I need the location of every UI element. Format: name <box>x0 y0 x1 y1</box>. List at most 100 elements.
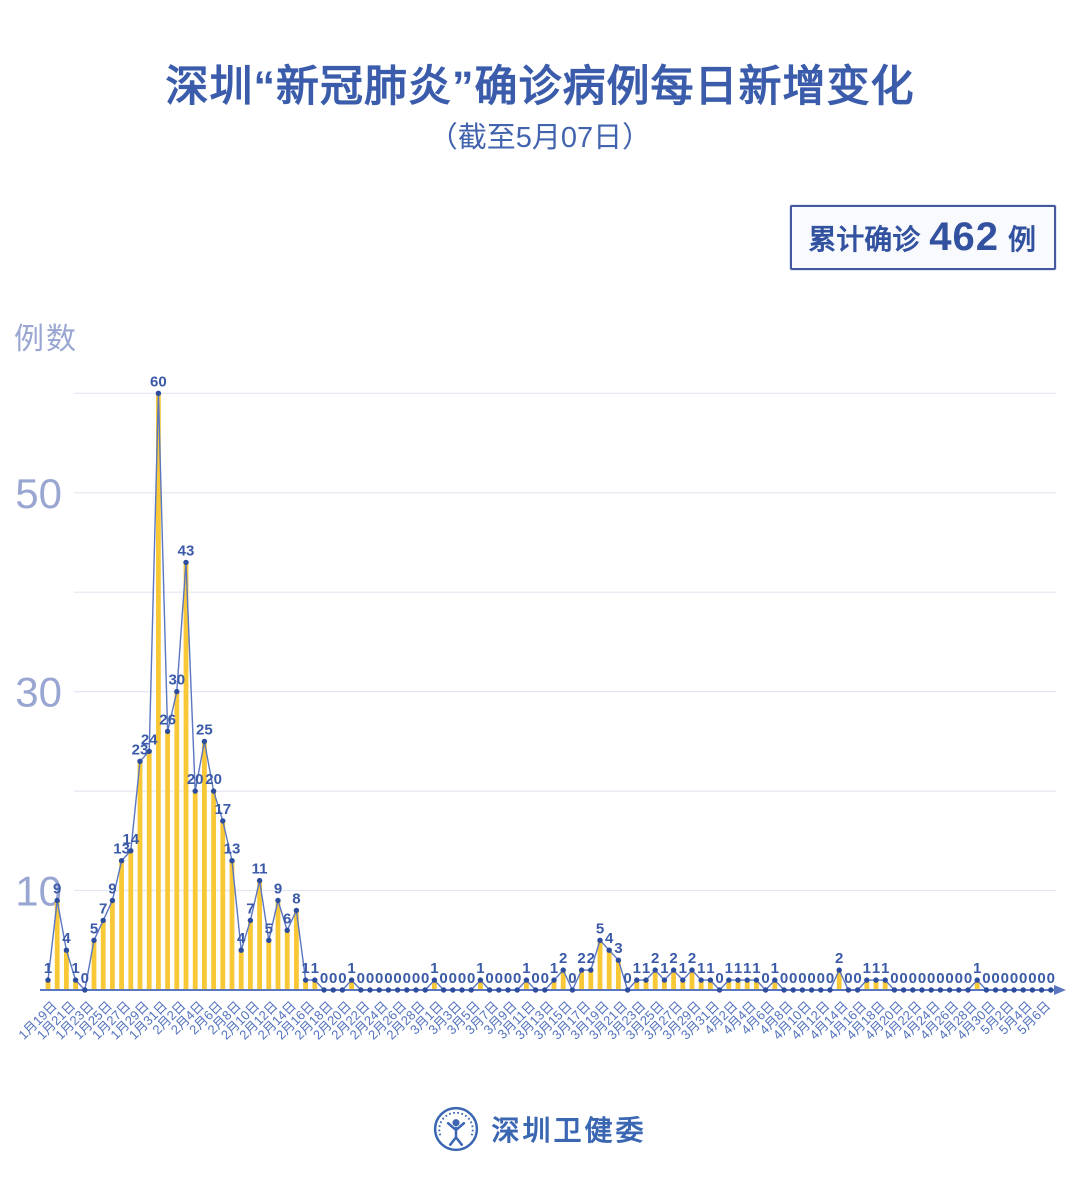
svg-text:0: 0 <box>1037 970 1045 987</box>
page-subtitle: （截至5月07日） <box>428 122 652 154</box>
svg-text:4: 4 <box>237 930 246 947</box>
svg-text:0: 0 <box>964 970 972 987</box>
chart-point-markers <box>45 390 1054 993</box>
svg-text:0: 0 <box>81 970 89 987</box>
svg-text:0: 0 <box>495 970 503 987</box>
svg-text:0: 0 <box>853 970 861 987</box>
svg-text:0: 0 <box>513 970 521 987</box>
svg-text:1: 1 <box>522 960 530 977</box>
svg-text:60: 60 <box>150 373 167 390</box>
svg-text:1: 1 <box>660 960 668 977</box>
chart-gridlines <box>74 392 1056 892</box>
footer-org-name: 深圳卫健委 <box>491 1115 647 1146</box>
svg-text:0: 0 <box>817 970 825 987</box>
cumulative-total-badge: 累计确诊 462 例 <box>790 205 1056 270</box>
x-axis <box>40 985 1066 995</box>
svg-text:0: 0 <box>412 970 420 987</box>
svg-text:1: 1 <box>752 960 760 977</box>
page-title: 深圳“新冠肺炎”确诊病例每日新增变化 <box>165 63 915 111</box>
svg-text:17: 17 <box>214 801 231 818</box>
svg-text:1: 1 <box>863 960 871 977</box>
svg-text:0: 0 <box>320 970 328 987</box>
svg-text:1: 1 <box>476 960 484 977</box>
svg-text:1: 1 <box>430 960 438 977</box>
svg-text:0: 0 <box>1019 970 1027 987</box>
badge-unit: 例 <box>1007 223 1036 255</box>
svg-text:0: 0 <box>1010 970 1018 987</box>
svg-text:0: 0 <box>936 970 944 987</box>
x-axis-date-labels: 1月19日1月21日1月23日1月25日1月27日1月29日1月31日2月2日2… <box>15 998 1053 1042</box>
svg-text:13: 13 <box>224 841 241 858</box>
badge-value: 462 <box>929 215 999 259</box>
svg-text:0: 0 <box>807 970 815 987</box>
svg-text:20: 20 <box>187 771 204 788</box>
svg-text:14: 14 <box>122 831 139 848</box>
svg-text:0: 0 <box>918 970 926 987</box>
svg-text:1: 1 <box>679 960 687 977</box>
svg-text:2: 2 <box>651 950 659 967</box>
svg-text:0: 0 <box>623 970 631 987</box>
svg-text:0: 0 <box>991 970 999 987</box>
svg-text:1: 1 <box>642 960 650 977</box>
svg-text:0: 0 <box>798 970 806 987</box>
svg-text:7: 7 <box>246 900 254 917</box>
svg-text:1: 1 <box>633 960 641 977</box>
svg-text:11: 11 <box>252 861 268 878</box>
svg-text:1: 1 <box>706 960 714 977</box>
svg-text:0: 0 <box>715 970 723 987</box>
svg-text:0: 0 <box>909 970 917 987</box>
svg-text:0: 0 <box>384 970 392 987</box>
svg-text:3: 3 <box>614 940 622 957</box>
svg-text:23: 23 <box>132 741 149 758</box>
svg-text:1: 1 <box>771 960 779 977</box>
svg-text:0: 0 <box>357 970 365 987</box>
svg-text:10: 10 <box>15 868 62 915</box>
svg-text:1: 1 <box>743 960 751 977</box>
svg-text:0: 0 <box>467 970 475 987</box>
svg-text:0: 0 <box>485 970 493 987</box>
badge-label: 累计确诊 <box>808 223 921 255</box>
svg-text:5: 5 <box>596 920 604 937</box>
svg-text:2: 2 <box>835 950 843 967</box>
svg-text:0: 0 <box>945 970 953 987</box>
svg-text:0: 0 <box>393 970 401 987</box>
svg-text:5: 5 <box>265 920 273 937</box>
svg-text:5: 5 <box>90 920 98 937</box>
svg-text:0: 0 <box>439 970 447 987</box>
svg-text:1: 1 <box>697 960 705 977</box>
svg-text:0: 0 <box>458 970 466 987</box>
svg-text:0: 0 <box>403 970 411 987</box>
svg-text:1: 1 <box>71 960 79 977</box>
svg-text:13: 13 <box>113 841 130 858</box>
svg-text:1: 1 <box>872 960 880 977</box>
svg-text:0: 0 <box>1028 970 1036 987</box>
y-axis-tick-labels: 10 30 50 <box>15 470 62 915</box>
svg-text:0: 0 <box>844 970 852 987</box>
chart-bars <box>45 393 980 990</box>
svg-text:1: 1 <box>44 960 52 977</box>
svg-text:25: 25 <box>196 721 213 738</box>
svg-text:1: 1 <box>734 960 742 977</box>
svg-text:0: 0 <box>890 970 898 987</box>
svg-text:0: 0 <box>366 970 374 987</box>
svg-text:1: 1 <box>301 960 309 977</box>
svg-text:24: 24 <box>141 731 158 748</box>
svg-text:2: 2 <box>587 950 595 967</box>
svg-text:7: 7 <box>99 900 107 917</box>
svg-text:26: 26 <box>159 711 176 728</box>
svg-text:0: 0 <box>568 970 576 987</box>
svg-text:0: 0 <box>982 970 990 987</box>
svg-text:0: 0 <box>449 970 457 987</box>
svg-text:2: 2 <box>688 950 696 967</box>
svg-text:1: 1 <box>311 960 319 977</box>
svg-text:1: 1 <box>550 960 558 977</box>
svg-text:0: 0 <box>899 970 907 987</box>
svg-text:4: 4 <box>62 930 71 947</box>
svg-text:0: 0 <box>375 970 383 987</box>
y-axis-title: 例数 <box>14 323 78 356</box>
svg-text:1: 1 <box>973 960 981 977</box>
svg-text:0: 0 <box>1047 970 1055 987</box>
svg-text:0: 0 <box>927 970 935 987</box>
svg-text:30: 30 <box>15 669 62 716</box>
